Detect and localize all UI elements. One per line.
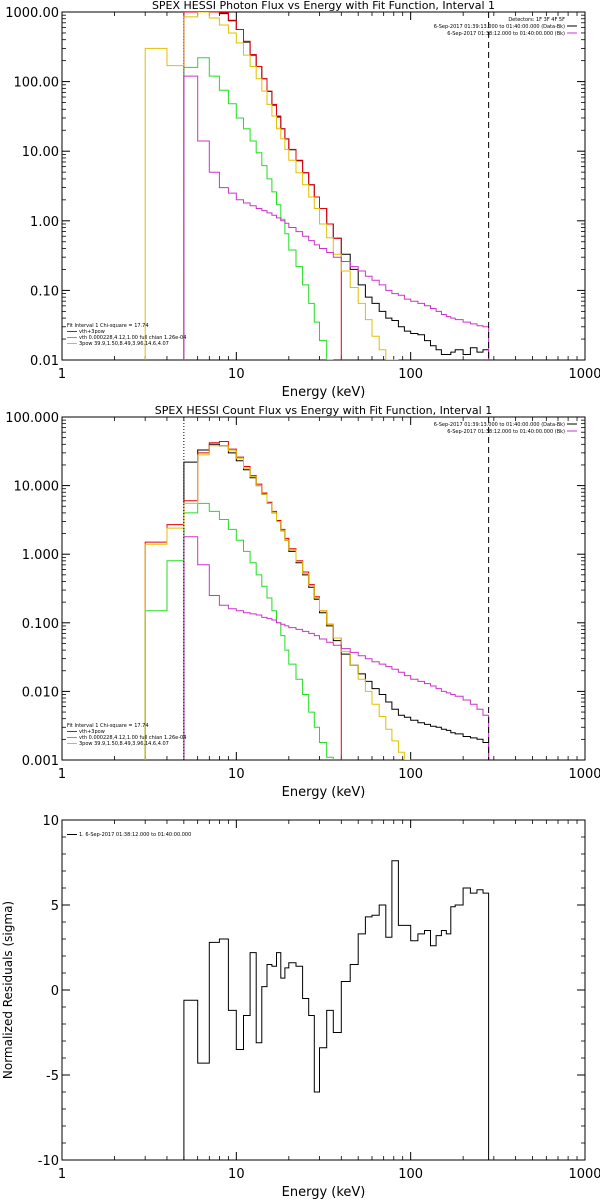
- x-tick-label: 10: [228, 1167, 245, 1182]
- series-group: [144, 417, 490, 760]
- y-tick-label: 0.010: [22, 685, 59, 700]
- y-axis-label: Normalized Residuals (sigma): [1, 901, 15, 1079]
- legend-entry: vth+3pow: [79, 329, 105, 335]
- plot-frame: [61, 11, 586, 361]
- info-text: 6-Sep-2017 01:39:13.000 to 01:40:00.000 …: [434, 422, 565, 428]
- series-line-total: [183, 443, 490, 760]
- chart-panel-1: SPEX HESSI Photon Flux vs Energy with Fi…: [5, 0, 600, 400]
- y-tick-label: 10: [42, 814, 59, 829]
- x-tick-label: 1000: [568, 767, 600, 782]
- legend-entry: 3pow 39.9,1.50,8.49,3.96,14.6,4.07: [79, 741, 169, 747]
- x-tick-label: 1000: [568, 367, 600, 382]
- x-tick-label: 1000: [568, 1167, 600, 1182]
- y-tick-label: 10.000: [14, 480, 60, 495]
- series-group: [144, 12, 490, 360]
- x-tick-label: 100: [398, 1167, 423, 1182]
- x-tick-label: 10: [228, 367, 245, 382]
- plot-frame: [61, 819, 586, 1161]
- y-tick-label: 0.100: [22, 617, 59, 632]
- legend-entry: Fit Interval 1 Chi-square = 17.74: [67, 323, 149, 329]
- x-tick-label: 10: [228, 767, 245, 782]
- y-tick-label: 1.00: [30, 215, 59, 230]
- x-tick-label: 100: [398, 767, 423, 782]
- info-text: 6-Sep-2017 01:38:12.000 to 01:40:00.000 …: [447, 429, 565, 435]
- x-axis-label: Energy (keV): [282, 785, 366, 800]
- chart-panel-2: SPEX HESSI Count Flux vs Energy with Fit…: [5, 404, 600, 800]
- y-tick-label: 100.000: [5, 411, 59, 426]
- x-tick-label: 1: [58, 367, 66, 382]
- y-tick-label: 0: [51, 984, 59, 999]
- legend-entry: 3pow 39.9,1.50,8.49,3.96,14.6,4.07: [79, 341, 169, 347]
- series-line-vth: [183, 57, 334, 360]
- x-tick-label: 100: [398, 367, 423, 382]
- legend-entry: 1. 6-Sep-2017 01:38:12.000 to 01:40:00.0…: [79, 832, 191, 838]
- legend-entry: vth 0.000228,4.12,1.00 full chian 1.26e-…: [79, 335, 186, 341]
- y-tick-label: -5: [46, 1069, 59, 1084]
- series-line-background: [183, 75, 490, 360]
- y-tick-label: 1000.00: [5, 6, 59, 21]
- series-line-vth: [144, 502, 334, 760]
- series-line-background: [183, 536, 490, 760]
- y-tick-label: 5: [51, 899, 59, 914]
- chart-panel-3: 1 10 100 1000 -10 -5 0 5 10 Energy (keV) Normalize…: [1, 814, 600, 1200]
- x-tick-label: 1: [58, 767, 66, 782]
- x-axis-label: Energy (keV): [282, 1185, 366, 1200]
- y-tick-label: 10.00: [22, 145, 59, 160]
- legend-entry: vth 0.000228,4.12,1.00 full chian 1.26e-…: [79, 735, 186, 741]
- legend: Fit Interval 1 Chi-square = 17.74vth+3po…: [67, 323, 186, 347]
- x-tick-label: 1: [58, 1167, 66, 1182]
- chart-title: SPEX HESSI Count Flux vs Energy with Fit…: [155, 404, 492, 417]
- series-group: [183, 860, 490, 1160]
- y-tick-label: 100.00: [14, 76, 60, 91]
- legend: 1. 6-Sep-2017 01:38:12.000 to 01:40:00.0…: [67, 832, 191, 838]
- y-tick-label: 0.01: [30, 354, 59, 369]
- y-tick-label: 0.10: [30, 284, 59, 299]
- legend: Fit Interval 1 Chi-square = 17.74vth+3po…: [67, 723, 186, 747]
- info-text: 6-Sep-2017 01:38:12.000 to 01:40:00.000 …: [447, 31, 565, 37]
- series-line-3pow: [144, 12, 399, 360]
- info-text: 6-Sep-2017 01:39:13.000 to 01:40:00.000 …: [434, 24, 565, 30]
- plot-frame: [61, 416, 586, 761]
- chart-title: SPEX HESSI Photon Flux vs Energy with Fi…: [152, 0, 495, 12]
- series-line-total: [183, 12, 490, 360]
- y-tick-label: 1.000: [22, 548, 59, 563]
- y-tick-label: -10: [38, 1154, 59, 1169]
- series-line-residuals: [183, 860, 490, 1160]
- series-line-vth+3pow: [183, 12, 342, 360]
- y-tick-label: 0.001: [22, 754, 59, 769]
- x-axis-label: Energy (keV): [282, 385, 366, 400]
- series-line-3pow: [144, 445, 411, 760]
- legend-entry: Fit Interval 1 Chi-square = 17.74: [67, 723, 149, 729]
- legend-entry: vth+3pow: [79, 729, 105, 735]
- info-text: Detectors: 1F 3F 4F 5F: [508, 17, 565, 23]
